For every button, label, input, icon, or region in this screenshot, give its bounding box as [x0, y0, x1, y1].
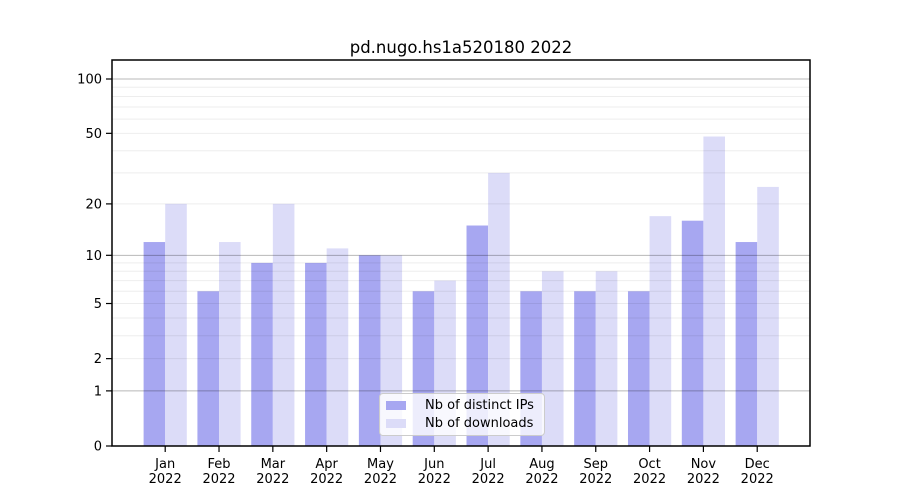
x-tick-label-year: 2022 — [418, 472, 451, 487]
y-tick-label: 50 — [85, 127, 102, 142]
bar-ips-jul — [466, 225, 489, 446]
chart-title: pd.nugo.hs1a520180 2022 — [350, 38, 573, 57]
bar-downloads-jan — [165, 203, 187, 446]
x-tick-label-year: 2022 — [472, 472, 505, 487]
x-tick-label-month: May — [367, 457, 394, 472]
legend: Nb of distinct IPs Nb of downloads — [379, 393, 545, 436]
bar-downloads-mar — [272, 203, 295, 446]
bar-downloads-oct — [649, 216, 672, 446]
x-tick-label-month: Nov — [691, 457, 717, 472]
x-tick-label-year: 2022 — [364, 472, 397, 487]
y-tick-label: 1 — [94, 384, 102, 399]
x-tick-label-year: 2022 — [579, 472, 612, 487]
legend-swatch-distinct-ips — [386, 401, 406, 410]
bar-downloads-jul — [488, 172, 510, 446]
x-tick-label-month: Sep — [584, 457, 609, 472]
bar-ips-dec — [735, 242, 758, 446]
y-tick-label: 2 — [94, 352, 102, 367]
x-tick-label-year: 2022 — [633, 472, 666, 487]
bar-ips-may — [358, 255, 381, 446]
bar-downloads-apr — [326, 248, 349, 446]
x-tick-label-month: Dec — [745, 457, 770, 472]
x-tick-label-month: Jan — [154, 457, 175, 472]
bar-ips-sep — [574, 291, 596, 446]
bar-downloads-aug — [541, 271, 564, 446]
plot-frame — [111, 59, 811, 447]
bar-downloads-dec — [757, 186, 779, 446]
bar-ips-nov — [681, 220, 704, 446]
x-tick-label-month: Aug — [529, 457, 554, 472]
legend-item-downloads: Nb of downloads — [386, 415, 538, 432]
x-tick-label-year: 2022 — [256, 472, 289, 487]
y-tick-label: 10 — [85, 249, 102, 264]
x-tick-label-year: 2022 — [310, 472, 343, 487]
bar-ips-feb — [197, 291, 220, 446]
x-tick-label-year: 2022 — [525, 472, 558, 487]
bar-downloads-feb — [219, 242, 241, 446]
x-tick-label-year: 2022 — [687, 472, 720, 487]
bar-ips-oct — [627, 291, 650, 446]
y-tick-label: 100 — [77, 73, 102, 88]
legend-swatch-downloads — [386, 419, 406, 428]
x-tick-label-year: 2022 — [202, 472, 235, 487]
legend-item-distinct-ips: Nb of distinct IPs — [386, 397, 538, 414]
x-tick-label-month: Feb — [208, 457, 231, 472]
bar-downloads-sep — [595, 271, 618, 446]
x-tick-label-month: Apr — [315, 457, 338, 472]
bar-ips-apr — [305, 262, 327, 446]
x-tick-label-month: Mar — [261, 457, 286, 472]
legend-label-downloads: Nb of downloads — [425, 416, 534, 431]
x-tick-label-year: 2022 — [149, 472, 182, 487]
y-tick-label: 0 — [94, 440, 102, 455]
bar-ips-jan — [143, 242, 166, 446]
bar-downloads-nov — [703, 136, 725, 447]
x-tick-label-month: Oct — [638, 457, 660, 472]
x-tick-label-month: Jul — [479, 457, 496, 472]
y-tick-label: 20 — [85, 197, 102, 212]
bar-ips-mar — [251, 262, 273, 446]
y-tick-label: 5 — [94, 297, 102, 312]
x-tick-label-month: Jun — [423, 457, 444, 472]
legend-label-distinct-ips: Nb of distinct IPs — [425, 398, 534, 413]
x-tick-label-year: 2022 — [741, 472, 774, 487]
